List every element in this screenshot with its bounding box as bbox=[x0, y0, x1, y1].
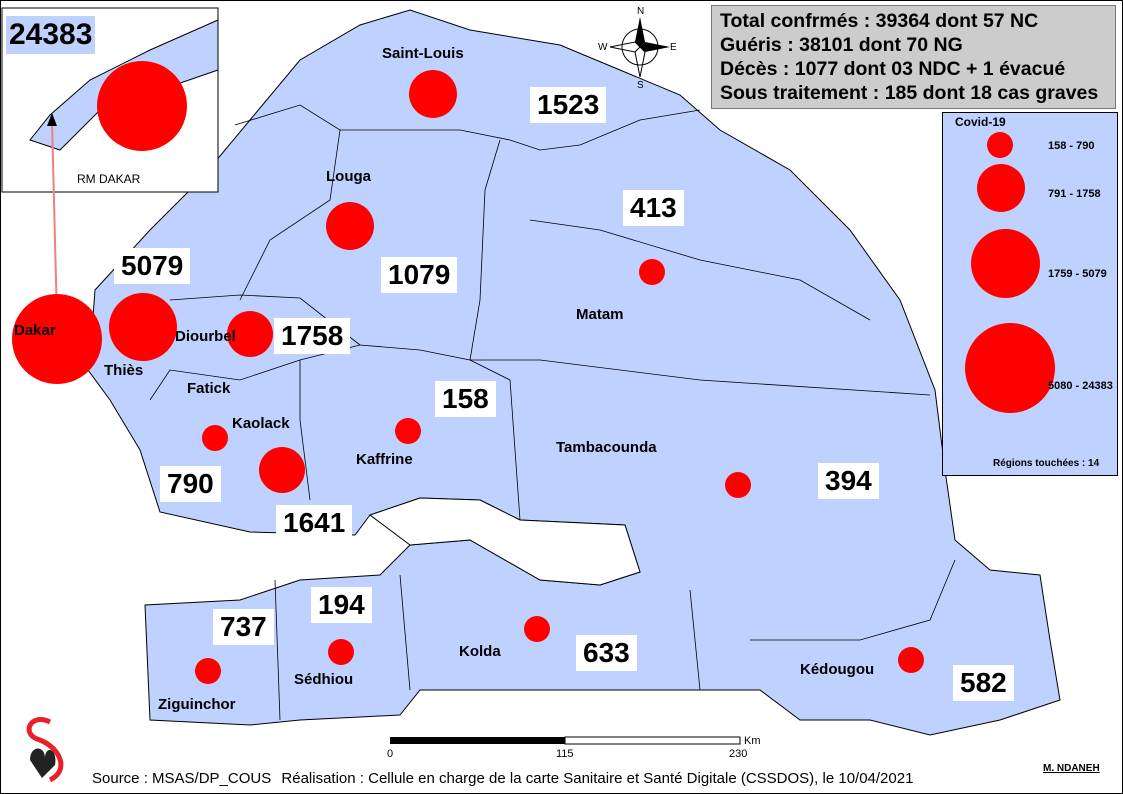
bubble-saint-louis bbox=[409, 70, 457, 118]
compass-w: W bbox=[598, 42, 608, 53]
bubble-kaolack bbox=[259, 447, 305, 493]
region-cases-sedhiou: 194 bbox=[311, 587, 372, 623]
legend-circle-3 bbox=[971, 229, 1040, 298]
region-cases-matam: 413 bbox=[623, 190, 684, 226]
legend-circle-4 bbox=[965, 323, 1055, 413]
footer-credit: Réalisation : Cellule en charge de la ca… bbox=[281, 770, 914, 787]
compass-n: N bbox=[637, 6, 644, 17]
bubble-thies bbox=[109, 293, 177, 361]
legend: Covid-19 158 - 790 791 - 1758 1759 - 507… bbox=[942, 112, 1118, 476]
region-name-fatick: Fatick bbox=[187, 380, 231, 397]
region-name-ziguinchor: Ziguinchor bbox=[158, 696, 236, 713]
region-name-saint-louis: Saint-Louis bbox=[382, 45, 464, 62]
bubble-dakar bbox=[12, 294, 102, 384]
region-name-diourbel: Diourbel bbox=[175, 328, 236, 345]
arrow-head-icon bbox=[47, 113, 57, 126]
region-name-kaffrine: Kaffrine bbox=[356, 451, 413, 468]
region-name-sedhiou: Sédhiou bbox=[294, 671, 354, 688]
bubble-sedhiou bbox=[328, 639, 354, 665]
bubble-louga bbox=[326, 202, 374, 250]
region-cases-saint-louis: 1523 bbox=[530, 87, 607, 123]
region-name-tambacounda: Tambacounda bbox=[556, 439, 657, 456]
legend-title: Covid-19 bbox=[955, 115, 1006, 129]
region-cases-kedougou: 582 bbox=[953, 665, 1014, 701]
region-name-matam: Matam bbox=[576, 306, 624, 323]
bubble-diourbel bbox=[227, 311, 273, 357]
footer-author: M. NDANEH bbox=[1043, 763, 1100, 774]
compass-s: S bbox=[637, 80, 644, 91]
scale-tick-115: 115 bbox=[556, 748, 574, 760]
region-name-kolda: Kolda bbox=[459, 643, 501, 660]
inset-title: RM DAKAR bbox=[77, 172, 141, 186]
region-cases-thies: 5079 bbox=[114, 248, 191, 284]
region-boundaries bbox=[149, 104, 956, 721]
stat-under-treatment: Sous traitement : 185 dont 18 cas graves bbox=[720, 82, 1099, 104]
legend-class-3: 1759 - 5079 bbox=[1048, 268, 1107, 280]
bubble-dakar-inset bbox=[97, 61, 187, 151]
bubble-kolda bbox=[524, 616, 550, 642]
stat-total: Total confrmés : 39364 dont 57 NC bbox=[720, 10, 1039, 32]
gambia bbox=[368, 497, 641, 586]
region-name-thies: Thiès bbox=[104, 362, 144, 379]
region-name-louga: Louga bbox=[326, 168, 371, 185]
region-cases-fatick: 790 bbox=[160, 466, 221, 502]
scale-unit: Km bbox=[744, 735, 761, 747]
scale-tick-230: 230 bbox=[729, 748, 748, 760]
footer-source: Source : MSAS/DP_COUS bbox=[92, 770, 272, 787]
bubble-kaffrine bbox=[395, 418, 421, 444]
bubble-tambacounda bbox=[725, 472, 751, 498]
bubble-ziguinchor bbox=[195, 658, 221, 684]
legend-class-1: 158 - 790 bbox=[1048, 140, 1095, 152]
legend-class-4: 5080 - 24383 bbox=[1048, 380, 1113, 392]
inset-value: 24383 bbox=[6, 16, 96, 54]
inset-arrow bbox=[51, 121, 58, 321]
region-cases-kaffrine: 158 bbox=[435, 381, 496, 417]
legend-circle-2 bbox=[977, 164, 1025, 212]
region-cases-kolda: 633 bbox=[576, 635, 637, 671]
logo bbox=[26, 717, 64, 783]
bubble-fatick bbox=[202, 425, 228, 451]
region-name-dakar: Dakar bbox=[14, 322, 56, 339]
region-cases-ziguinchor: 737 bbox=[213, 609, 274, 645]
legend-circle-1 bbox=[987, 132, 1013, 158]
region-cases-louga: 1079 bbox=[381, 257, 458, 293]
stats-box: Total confrmés : 39364 dont 57 NC Guéris… bbox=[711, 5, 1116, 109]
bubble-kedougou bbox=[898, 647, 924, 673]
region-cases-tambacounda: 394 bbox=[818, 463, 879, 499]
bubbles bbox=[12, 61, 924, 684]
region-cases-kaolack: 1641 bbox=[276, 505, 353, 541]
scale-tick-0: 0 bbox=[387, 748, 394, 760]
bubble-matam bbox=[639, 259, 665, 285]
scale-bar: Km bbox=[390, 735, 761, 747]
stat-deaths: Décès : 1077 dont 03 NDC + 1 évacué bbox=[720, 58, 1066, 80]
stat-recovered: Guéris : 38101 dont 70 NG bbox=[720, 34, 963, 56]
region-name-kaolack: Kaolack bbox=[232, 415, 290, 432]
footer: Source : MSAS/DP_COUS Réalisation : Cell… bbox=[92, 770, 919, 787]
legend-regions-touched: Régions touchées : 14 bbox=[993, 458, 1100, 469]
region-name-kedougou: Kédougou bbox=[800, 661, 875, 678]
legend-class-2: 791 - 1758 bbox=[1048, 188, 1101, 200]
compass-rose-icon: N S E W bbox=[598, 6, 677, 91]
region-cases-diourbel: 1758 bbox=[274, 318, 351, 354]
compass-e: E bbox=[670, 42, 677, 53]
